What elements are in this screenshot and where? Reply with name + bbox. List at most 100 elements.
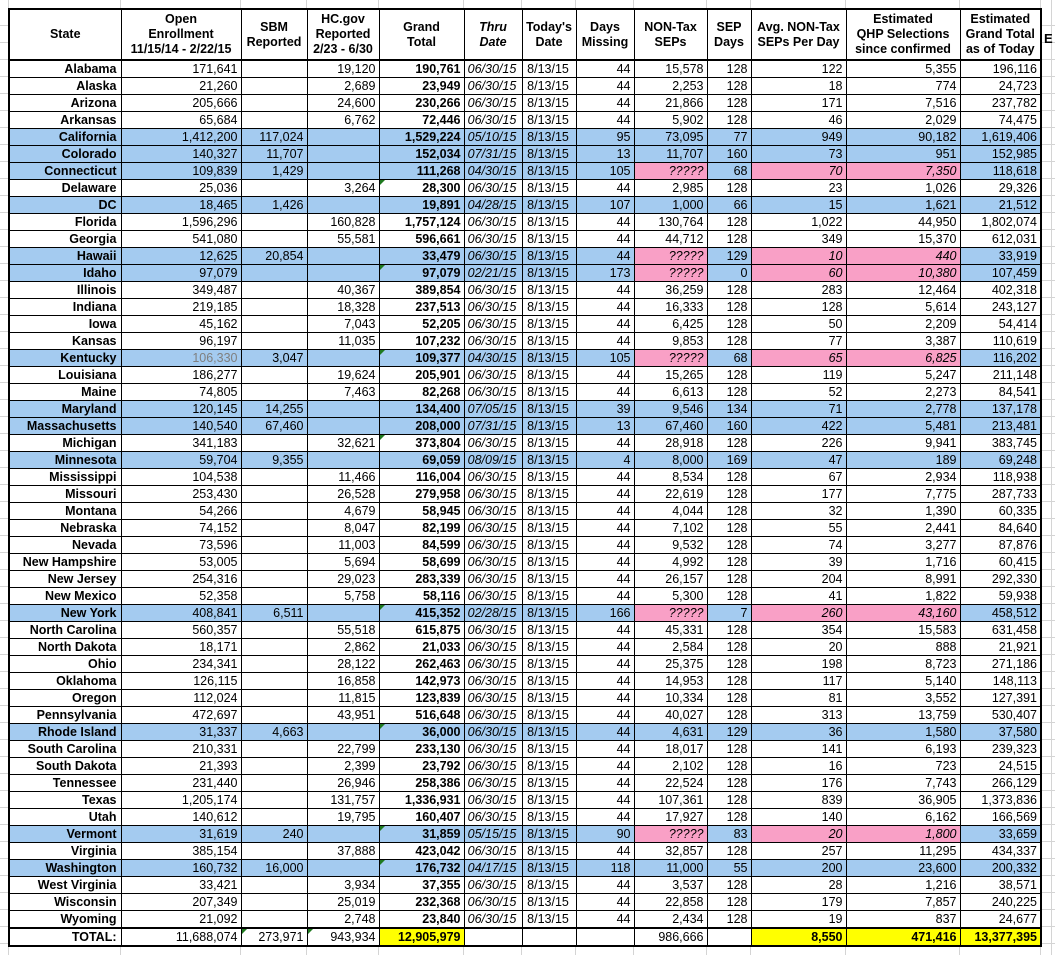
cell-o[interactable]: 1,412,200 (120, 128, 242, 146)
cell-o[interactable]: 140,540 (120, 417, 242, 435)
cell-m[interactable]: 44 (575, 740, 635, 758)
cell-p[interactable]: 128 (706, 179, 752, 197)
cell-n[interactable]: ????? (633, 349, 708, 367)
cell-s[interactable]: South Dakota (8, 757, 122, 775)
cell-s[interactable]: Kansas (8, 332, 122, 350)
cell-g[interactable]: 283,339 (378, 570, 465, 588)
cell-t[interactable]: 06/30/15 (463, 281, 523, 299)
column-header-s[interactable]: State (8, 8, 122, 61)
cell-p[interactable]: 160 (706, 417, 752, 435)
cell-n[interactable]: 67,460 (633, 417, 708, 435)
cell-h[interactable] (306, 145, 380, 163)
cell-t[interactable]: 05/10/15 (463, 128, 523, 146)
total-cell-b[interactable]: 273,971 (240, 927, 308, 947)
cell-q[interactable]: 2,934 (845, 468, 961, 486)
cell-a[interactable]: 67 (750, 468, 847, 486)
cell-h[interactable]: 26,528 (306, 485, 380, 503)
cell-d[interactable]: 8/13/15 (521, 281, 577, 299)
cell-p[interactable]: 128 (706, 213, 752, 231)
cell-p[interactable]: 0 (706, 264, 752, 282)
cell-p[interactable]: 128 (706, 587, 752, 605)
cell-g[interactable]: 52,205 (378, 315, 465, 333)
column-header-d[interactable]: Today's Date (521, 8, 577, 61)
cell-m[interactable]: 44 (575, 910, 635, 929)
cell-p[interactable]: 128 (706, 366, 752, 384)
cell-t[interactable]: 06/30/15 (463, 502, 523, 520)
cell-m[interactable]: 44 (575, 536, 635, 554)
cell-n[interactable]: 2,985 (633, 179, 708, 197)
cell-o[interactable]: 234,341 (120, 655, 242, 673)
cell-a[interactable]: 200 (750, 859, 847, 877)
cell-p[interactable]: 128 (706, 281, 752, 299)
cell-e[interactable]: 237,782 (959, 94, 1042, 112)
cell-p[interactable]: 128 (706, 910, 752, 929)
total-cell-h[interactable]: 943,934 (306, 927, 380, 947)
cell-d[interactable]: 8/13/15 (521, 230, 577, 248)
cell-q[interactable]: 11,295 (845, 842, 961, 860)
cell-e[interactable]: 1,373,836 (959, 791, 1042, 809)
cell-d[interactable]: 8/13/15 (521, 689, 577, 707)
cell-t[interactable]: 06/30/15 (463, 774, 523, 792)
cell-s[interactable]: New Hampshire (8, 553, 122, 571)
column-header-g[interactable]: Grand Total (378, 8, 465, 61)
cell-q[interactable]: 5,481 (845, 417, 961, 435)
cell-p[interactable]: 128 (706, 519, 752, 537)
total-cell-s[interactable]: TOTAL: (8, 927, 122, 947)
cell-b[interactable] (240, 672, 308, 690)
cell-a[interactable]: 117 (750, 672, 847, 690)
cell-h[interactable]: 2,748 (306, 910, 380, 929)
cell-e[interactable]: 24,723 (959, 77, 1042, 95)
cell-h[interactable]: 29,023 (306, 570, 380, 588)
cell-t[interactable]: 06/30/15 (463, 77, 523, 95)
cell-n[interactable]: 1,000 (633, 196, 708, 214)
cell-a[interactable]: 70 (750, 162, 847, 180)
cell-q[interactable]: 7,350 (845, 162, 961, 180)
cell-s[interactable]: Idaho (8, 264, 122, 282)
cell-m[interactable]: 44 (575, 587, 635, 605)
cell-b[interactable] (240, 298, 308, 316)
cell-m[interactable]: 44 (575, 281, 635, 299)
cell-p[interactable]: 128 (706, 553, 752, 571)
cell-m[interactable]: 13 (575, 417, 635, 435)
cell-g[interactable]: 1,336,931 (378, 791, 465, 809)
cell-h[interactable] (306, 825, 380, 843)
cell-s[interactable]: North Carolina (8, 621, 122, 639)
cell-s[interactable]: South Carolina (8, 740, 122, 758)
cell-m[interactable]: 44 (575, 638, 635, 656)
cell-g[interactable]: 82,199 (378, 519, 465, 537)
cell-g[interactable]: 84,599 (378, 536, 465, 554)
cell-e[interactable]: 87,876 (959, 536, 1042, 554)
cell-n[interactable]: 22,858 (633, 893, 708, 911)
cell-p[interactable]: 128 (706, 332, 752, 350)
cell-d[interactable]: 8/13/15 (521, 876, 577, 894)
cell-n[interactable]: 22,524 (633, 774, 708, 792)
cell-m[interactable]: 44 (575, 570, 635, 588)
cell-m[interactable]: 44 (575, 230, 635, 248)
cell-q[interactable]: 7,857 (845, 893, 961, 911)
cell-q[interactable]: 3,277 (845, 536, 961, 554)
cell-g[interactable]: 19,891 (378, 196, 465, 214)
cell-a[interactable]: 46 (750, 111, 847, 129)
cell-m[interactable]: 44 (575, 774, 635, 792)
cell-h[interactable]: 55,581 (306, 230, 380, 248)
cell-m[interactable]: 44 (575, 706, 635, 724)
cell-b[interactable] (240, 638, 308, 656)
cell-m[interactable]: 107 (575, 196, 635, 214)
cell-g[interactable]: 152,034 (378, 145, 465, 163)
cell-e[interactable]: 152,985 (959, 145, 1042, 163)
cell-t[interactable]: 06/30/15 (463, 876, 523, 894)
cell-p[interactable]: 128 (706, 757, 752, 775)
cell-e[interactable]: 84,541 (959, 383, 1042, 401)
cell-g[interactable]: 415,352 (378, 604, 465, 622)
cell-p[interactable]: 160 (706, 145, 752, 163)
cell-p[interactable]: 128 (706, 502, 752, 520)
cell-d[interactable]: 8/13/15 (521, 519, 577, 537)
cell-s[interactable]: New York (8, 604, 122, 622)
cell-m[interactable]: 44 (575, 876, 635, 894)
cell-q[interactable]: 6,193 (845, 740, 961, 758)
cell-g[interactable]: 230,266 (378, 94, 465, 112)
cell-h[interactable] (306, 451, 380, 469)
cell-o[interactable]: 1,596,296 (120, 213, 242, 231)
cell-m[interactable]: 44 (575, 434, 635, 452)
cell-h[interactable] (306, 247, 380, 265)
